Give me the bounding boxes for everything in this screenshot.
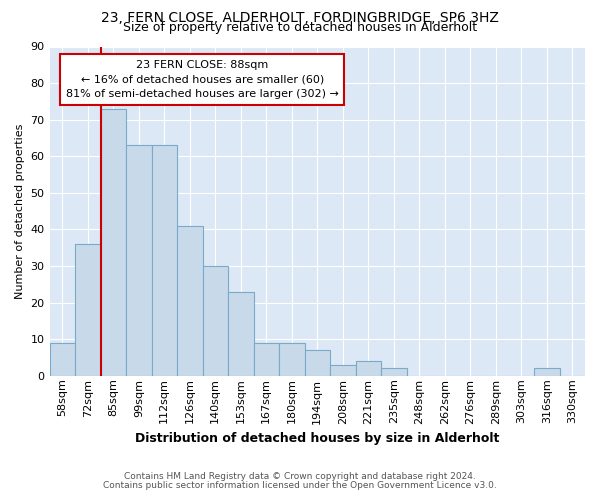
- Bar: [254, 343, 279, 376]
- Bar: [356, 361, 381, 376]
- Bar: [228, 292, 254, 376]
- Text: 23, FERN CLOSE, ALDERHOLT, FORDINGBRIDGE, SP6 3HZ: 23, FERN CLOSE, ALDERHOLT, FORDINGBRIDGE…: [101, 11, 499, 25]
- Text: Contains public sector information licensed under the Open Government Licence v3: Contains public sector information licen…: [103, 481, 497, 490]
- Bar: [305, 350, 330, 376]
- Bar: [203, 266, 228, 376]
- Bar: [75, 244, 101, 376]
- Bar: [152, 146, 177, 376]
- Text: Size of property relative to detached houses in Alderholt: Size of property relative to detached ho…: [123, 21, 477, 34]
- Bar: [279, 343, 305, 376]
- Bar: [381, 368, 407, 376]
- Text: Contains HM Land Registry data © Crown copyright and database right 2024.: Contains HM Land Registry data © Crown c…: [124, 472, 476, 481]
- Bar: [50, 343, 75, 376]
- Bar: [330, 365, 356, 376]
- Y-axis label: Number of detached properties: Number of detached properties: [15, 124, 25, 299]
- X-axis label: Distribution of detached houses by size in Alderholt: Distribution of detached houses by size …: [135, 432, 499, 445]
- Bar: [126, 146, 152, 376]
- Bar: [177, 226, 203, 376]
- Bar: [101, 108, 126, 376]
- Text: 23 FERN CLOSE: 88sqm
← 16% of detached houses are smaller (60)
81% of semi-detac: 23 FERN CLOSE: 88sqm ← 16% of detached h…: [66, 60, 338, 100]
- Bar: [534, 368, 560, 376]
